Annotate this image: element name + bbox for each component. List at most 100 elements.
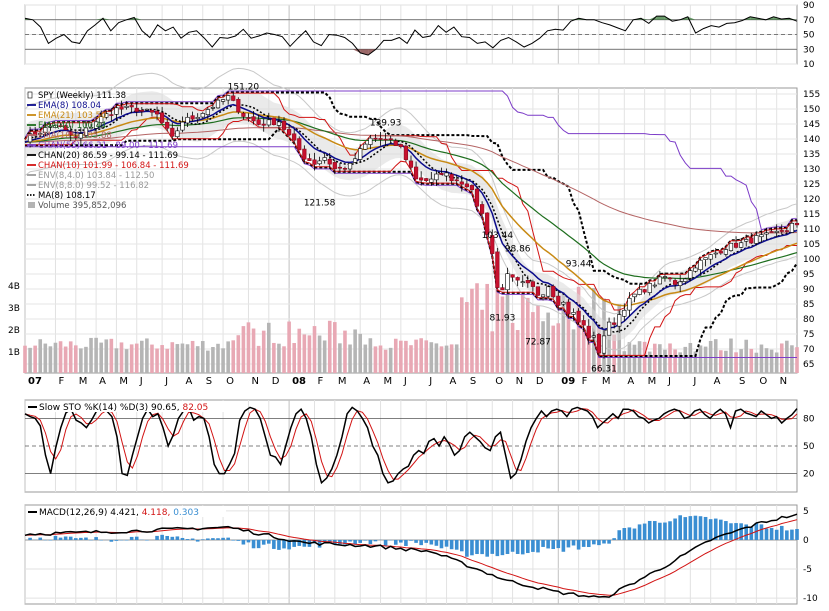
macd-histogram-bar xyxy=(602,540,606,544)
volume-bar xyxy=(221,348,225,373)
candle-body xyxy=(653,285,657,286)
volume-bar xyxy=(130,344,134,373)
candle-body xyxy=(287,129,291,135)
volume-bar xyxy=(115,348,119,373)
candle-body xyxy=(683,279,687,282)
rsi-tick-label: 10 xyxy=(803,60,815,70)
candle-body xyxy=(424,178,428,180)
volume-bar xyxy=(480,310,484,373)
candle-body xyxy=(186,117,190,123)
volume-bar xyxy=(313,326,317,373)
macd-histogram-bar xyxy=(643,524,647,540)
sto-tick-label: 50 xyxy=(803,442,815,452)
price-annotation: 93.44 xyxy=(566,260,592,270)
candle-body xyxy=(160,113,164,123)
candle-body xyxy=(115,108,119,115)
candle-body xyxy=(658,277,662,284)
candle-body xyxy=(176,131,180,137)
legend-label: CHAN(20) 86.59 - 99.14 - 111.69 xyxy=(38,151,178,161)
candle-body xyxy=(465,184,469,187)
macd-histogram-bar xyxy=(28,538,32,540)
candle-body xyxy=(562,302,566,304)
volume-bar xyxy=(556,323,560,373)
x-axis-label: D xyxy=(536,376,544,387)
x-axis-label: F xyxy=(58,376,64,387)
volume-bar xyxy=(704,347,708,373)
macd-histogram-bar xyxy=(176,536,180,540)
volume-bar xyxy=(252,329,256,373)
volume-bar xyxy=(572,329,576,373)
macd-histogram-bar xyxy=(394,540,398,545)
macd-histogram-bar xyxy=(237,540,241,541)
volume-bar xyxy=(430,342,434,373)
macd-histogram-bar xyxy=(790,530,794,540)
volume-bar xyxy=(516,330,520,373)
volume-bar xyxy=(470,289,474,373)
volume-bar xyxy=(323,340,327,373)
candle-body xyxy=(323,158,327,161)
candle-body xyxy=(597,334,601,353)
macd-histogram-bar xyxy=(785,530,789,540)
candle-body xyxy=(704,258,708,260)
candle-body xyxy=(221,100,225,102)
macd-histogram-bar xyxy=(419,540,423,545)
volume-bar xyxy=(104,339,108,373)
candle-body xyxy=(739,243,743,248)
legend-label: SPY (Weekly) 111.38 xyxy=(38,91,126,101)
legend-label: MA(8) 108.17 xyxy=(38,191,96,201)
candle-body xyxy=(617,315,621,327)
macd-histogram-bar xyxy=(196,540,200,542)
volume-bar xyxy=(663,350,667,373)
candle-body xyxy=(765,233,769,234)
macd-histogram-bar xyxy=(531,540,535,552)
volume-bar xyxy=(49,346,53,373)
macd-histogram-bar xyxy=(201,539,205,540)
macd-histogram-bar xyxy=(221,538,225,540)
candle-body xyxy=(699,260,703,270)
candle-body xyxy=(414,167,418,179)
x-axis-label: A xyxy=(714,376,721,387)
macd-histogram-bar xyxy=(430,540,434,545)
candle-body xyxy=(374,138,378,139)
volume-bar xyxy=(435,343,439,373)
x-axis-label: A xyxy=(363,376,370,387)
macd-histogram-bar xyxy=(135,537,139,540)
macd-histogram-bar xyxy=(587,540,591,547)
volume-bar xyxy=(333,322,337,373)
volume-bar xyxy=(231,340,235,373)
volume-bar xyxy=(206,351,210,373)
macd-histogram-bar xyxy=(501,540,505,555)
volume-bar xyxy=(384,350,388,373)
rsi-tick-label: 70 xyxy=(803,16,815,26)
legend-label: EMA(40) 100.44 xyxy=(38,121,106,131)
macd-histogram-bar xyxy=(374,540,378,541)
candle-body xyxy=(668,278,672,279)
macd-histogram-bar xyxy=(54,536,58,540)
macd-histogram-bar xyxy=(145,540,149,541)
volume-bar xyxy=(59,341,63,373)
candle-body xyxy=(592,336,596,337)
x-axis-label: A xyxy=(627,376,634,387)
volume-bar xyxy=(714,339,718,373)
candle-body xyxy=(363,144,367,149)
candle-body xyxy=(191,116,195,119)
macd-histogram-bar xyxy=(242,540,246,545)
macd-histogram-bar xyxy=(160,535,164,540)
macd-histogram-bar xyxy=(59,538,63,540)
volume-bar xyxy=(343,331,347,373)
price-tick-label: 80 xyxy=(803,315,815,325)
macd-histogram-bar xyxy=(277,540,281,550)
volume-bar xyxy=(84,347,88,373)
candle-body xyxy=(790,223,794,232)
macd-histogram-bar xyxy=(475,540,479,554)
price-tick-label: 70 xyxy=(803,345,815,355)
macd-histogram-bar xyxy=(165,536,169,540)
price-tick-label: 105 xyxy=(803,240,820,250)
x-axis-label: N xyxy=(780,376,787,387)
volume-bar xyxy=(501,296,505,373)
volume-bar xyxy=(44,344,48,373)
volume-bar xyxy=(358,334,362,373)
volume-bar xyxy=(38,339,42,373)
candle-body xyxy=(130,105,134,107)
macd-histogram-bar xyxy=(765,529,769,540)
